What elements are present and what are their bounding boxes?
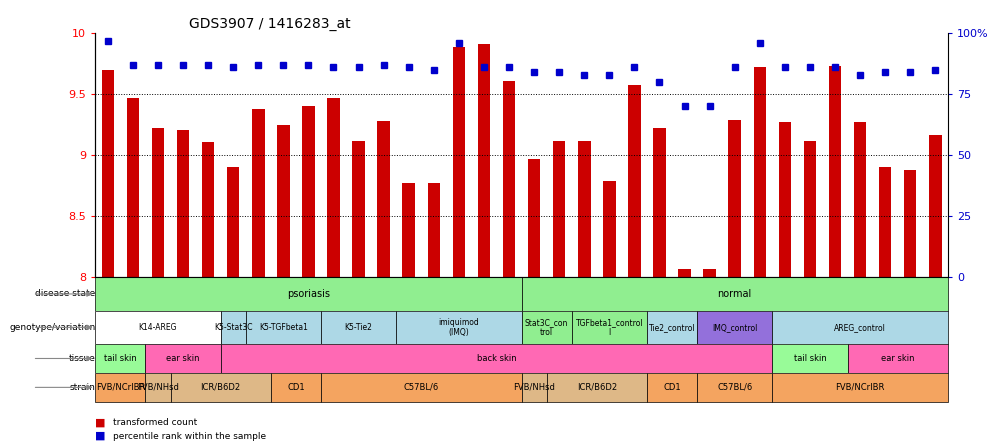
Bar — [577, 141, 590, 277]
Bar — [527, 159, 540, 277]
Text: ■: ■ — [95, 418, 105, 428]
Bar — [521, 373, 546, 402]
Bar — [95, 277, 521, 311]
Bar — [778, 123, 791, 277]
Bar — [571, 311, 646, 344]
Bar — [696, 373, 772, 402]
Text: FVB/NHsd: FVB/NHsd — [513, 383, 554, 392]
Text: IMQ_control: IMQ_control — [711, 323, 757, 332]
Text: TGFbeta1_control
l: TGFbeta1_control l — [575, 317, 642, 337]
Bar — [502, 81, 515, 277]
Text: ear skin: ear skin — [880, 354, 914, 363]
Bar — [803, 141, 816, 277]
Bar — [772, 373, 947, 402]
Bar — [521, 277, 947, 311]
Bar — [170, 373, 271, 402]
Bar — [753, 67, 766, 277]
Bar — [327, 98, 340, 277]
Bar — [321, 373, 521, 402]
Text: back skin: back skin — [476, 354, 516, 363]
Bar — [352, 141, 365, 277]
Text: normal: normal — [716, 289, 752, 299]
Bar — [646, 311, 696, 344]
Text: disease state: disease state — [35, 289, 95, 298]
Text: Tie2_control: Tie2_control — [648, 323, 694, 332]
Bar — [271, 373, 321, 402]
Text: CD1: CD1 — [662, 383, 680, 392]
Bar — [646, 373, 696, 402]
Bar — [652, 128, 665, 277]
Bar — [151, 128, 164, 277]
Bar — [201, 142, 214, 277]
Text: tail skin: tail skin — [793, 354, 826, 363]
Bar — [321, 311, 396, 344]
Bar — [95, 311, 220, 344]
Bar — [101, 70, 114, 277]
Bar — [302, 107, 315, 277]
Text: imiquimod
(IMQ): imiquimod (IMQ) — [438, 317, 479, 337]
Bar — [677, 269, 690, 277]
Bar — [828, 66, 841, 277]
Bar — [396, 311, 521, 344]
Bar — [245, 311, 321, 344]
Text: ICR/B6D2: ICR/B6D2 — [200, 383, 240, 392]
Bar — [377, 121, 390, 277]
Text: genotype/variation: genotype/variation — [9, 323, 95, 332]
Bar — [772, 344, 847, 373]
Text: percentile rank within the sample: percentile rank within the sample — [113, 432, 267, 440]
Text: ear skin: ear skin — [166, 354, 199, 363]
Text: C57BL/6: C57BL/6 — [403, 383, 439, 392]
Text: FVB/NCrIBR: FVB/NCrIBR — [835, 383, 884, 392]
Bar — [95, 344, 145, 373]
Bar — [696, 311, 772, 344]
Bar — [402, 183, 415, 277]
Bar — [277, 125, 290, 277]
Text: ICR/B6D2: ICR/B6D2 — [576, 383, 616, 392]
Bar — [928, 135, 941, 277]
Bar — [847, 344, 947, 373]
Bar — [878, 167, 891, 277]
Text: K5-Tie2: K5-Tie2 — [345, 323, 372, 332]
Bar — [903, 170, 916, 277]
Bar — [126, 98, 139, 277]
Bar — [145, 344, 220, 373]
Bar — [477, 44, 490, 277]
Bar — [226, 167, 239, 277]
Bar — [427, 183, 440, 277]
Bar — [220, 344, 772, 373]
Text: K5-TGFbeta1: K5-TGFbeta1 — [259, 323, 308, 332]
Bar — [252, 109, 265, 277]
Bar — [546, 373, 646, 402]
Text: ■: ■ — [95, 431, 105, 441]
Text: K5-Stat3C: K5-Stat3C — [213, 323, 253, 332]
Bar — [220, 311, 245, 344]
Text: psoriasis: psoriasis — [287, 289, 330, 299]
Text: FVB/NCrIBR: FVB/NCrIBR — [95, 383, 145, 392]
Text: GDS3907 / 1416283_at: GDS3907 / 1416283_at — [188, 17, 351, 31]
Bar — [627, 84, 640, 277]
Bar — [176, 130, 189, 277]
Text: strain: strain — [69, 383, 95, 392]
Text: CD1: CD1 — [287, 383, 305, 392]
Text: transformed count: transformed count — [113, 418, 197, 427]
Bar — [702, 269, 715, 277]
Bar — [552, 141, 565, 277]
Bar — [602, 181, 615, 277]
Bar — [521, 311, 571, 344]
Bar — [853, 123, 866, 277]
Text: tissue: tissue — [68, 354, 95, 363]
Bar — [727, 120, 740, 277]
Bar — [772, 311, 947, 344]
Text: C57BL/6: C57BL/6 — [716, 383, 752, 392]
Text: FVB/NHsd: FVB/NHsd — [137, 383, 178, 392]
Bar — [452, 47, 465, 277]
Text: AREG_control: AREG_control — [834, 323, 885, 332]
Text: tail skin: tail skin — [104, 354, 136, 363]
Bar — [145, 373, 170, 402]
Bar — [95, 373, 145, 402]
Text: Stat3C_con
trol: Stat3C_con trol — [524, 317, 568, 337]
Text: K14-AREG: K14-AREG — [138, 323, 177, 332]
